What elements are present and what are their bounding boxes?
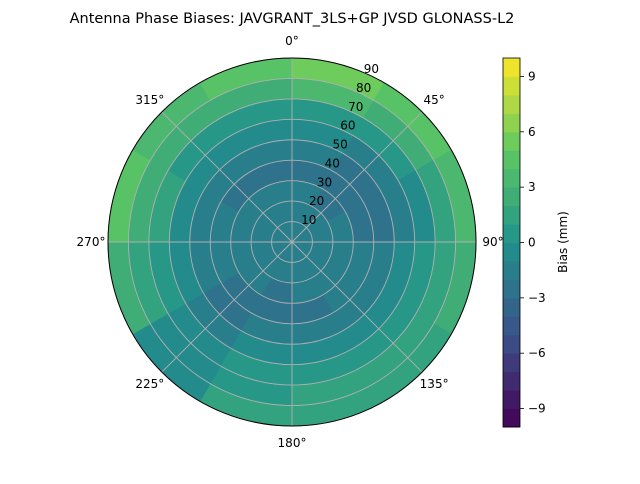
polar-frame: [107, 57, 477, 427]
angle-tick-label: 90°: [482, 235, 503, 249]
colorbar-level: [503, 168, 520, 188]
angle-tick-label: 225°: [135, 377, 164, 391]
colorbar-tick-label: 3: [528, 180, 536, 194]
radial-tick-label: 40: [325, 156, 340, 170]
colorbar-tick-label: 0: [528, 236, 536, 250]
colorbar-level: [503, 76, 520, 96]
colorbar-level: [503, 94, 520, 114]
angle-tick-labels: 0° 45° 90° 135° 180° 225° 270° 315°: [77, 34, 504, 450]
radial-tick-label: 50: [332, 138, 347, 152]
colorbar-level: [503, 131, 520, 151]
grid-spoke: [291, 241, 423, 373]
radial-tick-labels: 10 20 30 40 50 60 70 80 90: [301, 62, 379, 227]
angle-tick-label: 270°: [77, 235, 106, 249]
radial-tick-label: 10: [301, 213, 316, 227]
colorbar-level: [503, 353, 520, 373]
radial-tick-label: 60: [340, 119, 355, 133]
colorbar-level: [503, 205, 520, 225]
colorbar-ticks: −9 −6 −3 0 3 6 9: [520, 69, 546, 416]
colorbar-level: [503, 113, 520, 133]
radial-tick-label: 90: [364, 62, 379, 76]
colorbar-level: [503, 316, 520, 336]
angle-tick-label: 135°: [420, 377, 449, 391]
polar-grid: [107, 57, 477, 427]
colorbar-level: [503, 58, 520, 77]
colorbar-tick-label: 6: [528, 125, 536, 139]
colorbar-level: [503, 408, 520, 428]
angle-tick-label: 0°: [285, 34, 299, 48]
grid-spoke: [291, 111, 423, 243]
radial-tick-label: 30: [317, 175, 332, 189]
colorbar-label: Bias (mm): [556, 211, 570, 273]
colorbar-level: [503, 260, 520, 280]
colorbar-level: [503, 187, 520, 207]
colorbar-level: [503, 390, 520, 410]
grid-spoke: [161, 241, 293, 373]
radial-tick-label: 70: [348, 100, 363, 114]
colorbar-tick-label: 9: [528, 69, 536, 83]
colorbar-level: [503, 297, 520, 317]
colorbar-level: [503, 224, 520, 243]
colorbar: [502, 57, 521, 428]
colorbar-level: [503, 334, 520, 354]
colorbar-tick-label: −9: [528, 402, 546, 416]
colorbar-level: [503, 242, 520, 262]
chart-title: Antenna Phase Biases: JAVGRANT_3LS+GP JV…: [70, 11, 515, 27]
angle-tick-label: 180°: [278, 436, 307, 450]
colorbar-level: [503, 279, 520, 299]
colorbar-level: [503, 150, 520, 170]
radial-tick-label: 80: [356, 81, 371, 95]
colorbar-tick-label: −6: [528, 346, 546, 360]
angle-tick-label: 45°: [423, 93, 444, 107]
angle-tick-label: 315°: [135, 93, 164, 107]
colorbar-level: [503, 371, 520, 391]
colorbar-tick-label: −3: [528, 291, 546, 305]
grid-spoke: [161, 111, 293, 243]
radial-tick-label: 20: [309, 194, 324, 208]
